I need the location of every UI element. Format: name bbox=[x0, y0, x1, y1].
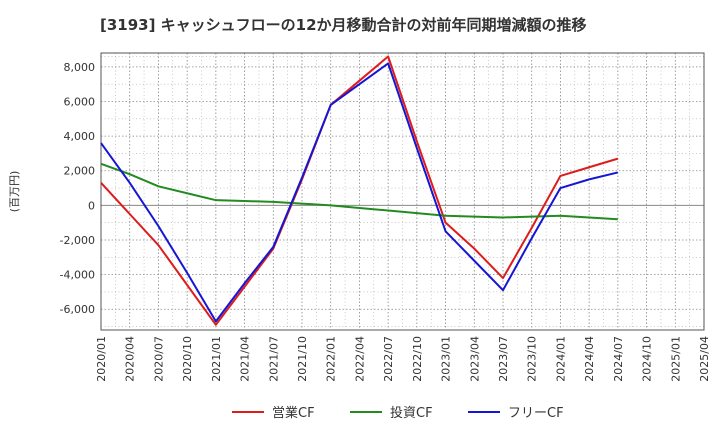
y-tick-label: 8,000 bbox=[64, 61, 96, 74]
y-tick-label: -6,000 bbox=[60, 303, 95, 316]
x-tick-label: 2023/04 bbox=[468, 336, 481, 382]
x-tick-label: 2021/01 bbox=[210, 336, 223, 382]
x-tick-label: 2020/07 bbox=[152, 336, 165, 382]
x-tick-label: 2022/07 bbox=[382, 336, 395, 382]
x-tick-label: 2021/10 bbox=[296, 336, 309, 382]
chart-title: [3193] キャッシュフローの12か月移動合計の対前年同期増減額の推移 bbox=[100, 16, 587, 34]
y-tick-label: 6,000 bbox=[64, 95, 96, 108]
x-tick-label: 2022/04 bbox=[353, 336, 366, 382]
x-tick-label: 2020/10 bbox=[181, 336, 194, 382]
y-tick-label: -2,000 bbox=[60, 234, 95, 247]
legend-label-1: 営業CF bbox=[272, 405, 315, 421]
series-line-1 bbox=[100, 55, 619, 326]
x-tick-label: 2024/04 bbox=[583, 336, 596, 382]
legend-label-2: 投資CF bbox=[390, 405, 433, 421]
y-axis-label: (百万円) bbox=[8, 171, 21, 213]
y-tick-label: 2,000 bbox=[64, 165, 96, 178]
x-tick-label: 2021/04 bbox=[239, 336, 252, 382]
x-tick-label: 2024/01 bbox=[554, 336, 567, 382]
x-tick-label: 2020/04 bbox=[124, 336, 137, 382]
y-tick-label: -4,000 bbox=[60, 269, 95, 282]
x-tick-label: 2021/07 bbox=[267, 336, 280, 382]
plot-border bbox=[100, 52, 705, 331]
x-tick-label: 2024/10 bbox=[641, 336, 654, 382]
series-line-3 bbox=[100, 62, 619, 323]
x-tick-label: 2023/10 bbox=[526, 336, 539, 382]
x-tick-label: 2023/01 bbox=[440, 336, 453, 382]
x-tick-label: 2024/07 bbox=[612, 336, 625, 382]
x-tick-label: 2022/01 bbox=[325, 336, 338, 382]
legend-label-3: フリーCF bbox=[508, 406, 564, 421]
x-tick-label: 2020/01 bbox=[95, 336, 108, 382]
x-tick-label: 2025/04 bbox=[698, 336, 711, 382]
x-tick-label: 2023/07 bbox=[497, 336, 510, 382]
y-tick-label: 0 bbox=[88, 199, 95, 212]
x-tick-label: 2025/01 bbox=[669, 336, 682, 382]
y-tick-label: 4,000 bbox=[64, 130, 96, 143]
x-tick-label: 2022/10 bbox=[411, 336, 424, 382]
series-line-2 bbox=[100, 162, 618, 221]
